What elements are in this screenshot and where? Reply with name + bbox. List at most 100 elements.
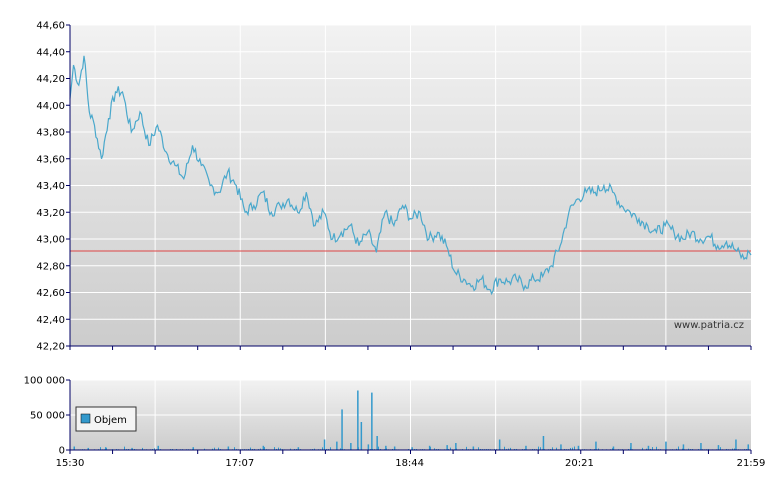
volume-bar-minor bbox=[508, 448, 509, 450]
volume-bar-minor bbox=[682, 448, 683, 450]
volume-bar-minor bbox=[214, 447, 215, 450]
price-y-tick-label: 43,80 bbox=[36, 128, 65, 139]
volume-bar-minor bbox=[278, 447, 279, 450]
volume-bar-minor bbox=[340, 448, 341, 450]
volume-bar bbox=[717, 445, 720, 450]
volume-bar-minor bbox=[314, 448, 315, 450]
volume-bar-minor bbox=[510, 447, 511, 450]
volume-bar-minor bbox=[650, 448, 651, 450]
volume-bar-minor bbox=[250, 447, 251, 450]
volume-bar-minor bbox=[642, 447, 643, 450]
volume-bar bbox=[735, 439, 737, 450]
volume-bar-minor bbox=[516, 448, 517, 450]
volume-bar-minor bbox=[564, 448, 565, 450]
volume-bar bbox=[747, 444, 749, 450]
volume-bar-minor bbox=[322, 447, 323, 450]
volume-bar bbox=[542, 436, 545, 450]
volume-bar bbox=[360, 422, 363, 450]
volume-bar-minor bbox=[720, 447, 721, 450]
volume-bar bbox=[297, 447, 300, 450]
volume-bar-minor bbox=[612, 448, 613, 450]
volume-bar bbox=[341, 409, 343, 450]
volume-bar-minor bbox=[204, 448, 205, 450]
volume-bar-minor bbox=[572, 447, 573, 450]
volume-bar-minor bbox=[532, 448, 533, 450]
volume-bar bbox=[157, 445, 159, 450]
volume-bar-minor bbox=[628, 448, 629, 450]
volume-bar bbox=[665, 441, 667, 450]
volume-bar-minor bbox=[134, 448, 135, 450]
volume-bar-minor bbox=[274, 447, 275, 450]
legend-swatch bbox=[80, 413, 91, 424]
volume-bar-minor bbox=[142, 447, 143, 450]
volume-bar-minor bbox=[538, 446, 539, 450]
price-y-tick-label: 44,60 bbox=[36, 21, 65, 32]
volume-bar bbox=[560, 444, 562, 450]
volume-bar-minor bbox=[260, 448, 261, 450]
volume-bar-minor bbox=[100, 447, 101, 450]
volume-bar bbox=[577, 445, 580, 450]
volume-legend: Objem bbox=[75, 406, 137, 432]
volume-bar-minor bbox=[688, 448, 689, 450]
volume-bar-minor bbox=[514, 448, 515, 450]
price-y-tick-label: 42,80 bbox=[36, 261, 65, 272]
volume-bar bbox=[131, 447, 133, 450]
volume-bar bbox=[87, 447, 89, 450]
volume-bar-minor bbox=[380, 448, 381, 450]
volume-bar bbox=[336, 441, 338, 450]
volume-bar-minor bbox=[676, 448, 677, 450]
price-series-line bbox=[69, 55, 752, 296]
volume-bar bbox=[446, 445, 448, 450]
price-y-tick-label: 44,40 bbox=[36, 47, 65, 58]
volume-x-tick-label: 17:07 bbox=[225, 458, 254, 469]
volume-bar-minor bbox=[570, 447, 571, 450]
volume-bar-minor bbox=[434, 448, 435, 450]
volume-bar bbox=[455, 443, 457, 450]
volume-bar-minor bbox=[678, 446, 679, 450]
volume-bar bbox=[367, 444, 370, 450]
price-y-tick-label: 43,00 bbox=[36, 235, 65, 246]
volume-x-tick-label: 15:30 bbox=[56, 458, 85, 469]
volume-bar-minor bbox=[478, 447, 479, 450]
price-y-axis-ticks: 44,60 44,40 44,20 44,00 43,80 43,60 43,40 43,20… bbox=[36, 21, 70, 353]
volume-bar bbox=[262, 445, 265, 450]
volume-bar-minor bbox=[598, 448, 599, 450]
price-grid bbox=[70, 24, 751, 347]
volume-bar bbox=[376, 436, 378, 450]
volume-x-tick-label: 20:21 bbox=[565, 458, 594, 469]
volume-bar-minor bbox=[254, 448, 255, 450]
volume-y-tick-label: 0 bbox=[59, 446, 65, 457]
volume-bar bbox=[357, 390, 359, 450]
volume-bar-minor bbox=[504, 446, 505, 450]
volume-bar-minor bbox=[656, 446, 657, 450]
volume-grid bbox=[70, 379, 751, 450]
volume-bar-minor bbox=[556, 447, 557, 450]
price-y-tick-label: 44,00 bbox=[36, 101, 65, 112]
price-y-tick-label: 42,60 bbox=[36, 288, 65, 299]
volume-bar-minor bbox=[218, 447, 219, 450]
volume-bar-minor bbox=[392, 448, 393, 450]
volume-bar-minor bbox=[466, 446, 467, 450]
volume-bar-minor bbox=[154, 448, 155, 450]
price-y-tick-label: 42,20 bbox=[36, 342, 65, 353]
volume-bar bbox=[385, 445, 387, 450]
volume-bar-minor bbox=[212, 448, 213, 450]
volume-bar bbox=[428, 445, 431, 450]
volume-bar bbox=[525, 445, 527, 450]
volume-bar-minor bbox=[152, 448, 153, 450]
legend-label: Objem bbox=[94, 415, 127, 426]
volume-bar-minor bbox=[708, 448, 709, 450]
volume-bar bbox=[498, 439, 501, 450]
price-y-tick-label: 43,20 bbox=[36, 208, 65, 219]
volume-bar-minor bbox=[450, 447, 451, 450]
volume-bar-minor bbox=[552, 447, 553, 450]
volume-bar-minor bbox=[234, 447, 235, 450]
volume-x-tick-label: 21:59 bbox=[737, 458, 766, 469]
price-y-tick-label: 43,40 bbox=[36, 181, 65, 192]
volume-bar bbox=[647, 445, 650, 450]
volume-bar bbox=[411, 447, 413, 450]
volume-bar-minor bbox=[290, 448, 291, 450]
volume-bar bbox=[630, 443, 632, 450]
price-x-axis-ticks bbox=[69, 346, 752, 350]
